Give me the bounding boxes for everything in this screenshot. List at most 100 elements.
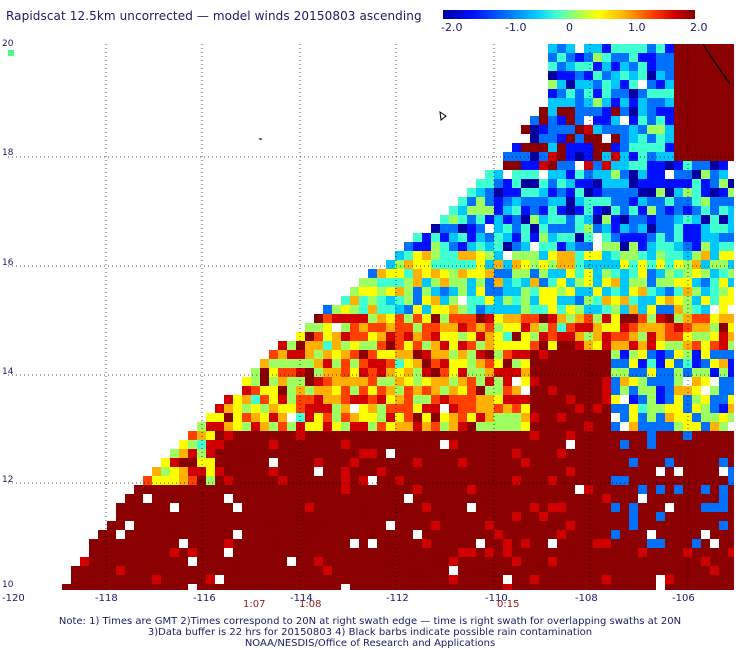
wind-cell [314,314,323,323]
wind-cell [305,548,314,557]
wind-cell [413,422,422,431]
wind-cell [368,296,377,305]
wind-cell [458,215,467,224]
wind-cell [620,503,629,512]
wind-cell [647,422,656,431]
wind-cell [62,584,71,590]
wind-cell [584,107,593,116]
wind-cell [620,377,629,386]
wind-cell [548,89,557,98]
wind-cell [557,215,566,224]
wind-cell [665,260,674,269]
wind-cell [512,467,521,476]
wind-cell [170,575,179,584]
wind-cell [449,404,458,413]
wind-cell [656,206,665,215]
wind-cell [710,485,719,494]
wind-cell [242,512,251,521]
wind-cell [323,512,332,521]
wind-cell [503,557,512,566]
wind-cell [404,512,413,521]
wind-cell [161,566,170,575]
wind-cell [539,467,548,476]
wind-cell [323,413,332,422]
wind-cell [593,449,602,458]
wind-cell [485,548,494,557]
wind-cell [413,368,422,377]
wind-cell [431,557,440,566]
wind-cell [539,215,548,224]
wind-cell [332,368,341,377]
wind-cell [323,494,332,503]
wind-cell [377,530,386,539]
wind-cell [665,530,674,539]
wind-cell [440,539,449,548]
wind-cell [656,368,665,377]
wind-cell [404,485,413,494]
wind-cell [638,422,647,431]
wind-cell [539,341,548,350]
wind-cell [179,476,188,485]
wind-cell [584,89,593,98]
wind-cell [728,98,734,107]
wind-cell [467,521,476,530]
wind-cell [656,494,665,503]
wind-cell [422,440,431,449]
wind-cell [341,404,350,413]
wind-cell [584,332,593,341]
wind-cell [665,575,674,584]
wind-cell [80,584,89,590]
wind-cell [710,98,719,107]
wind-cell [332,350,341,359]
wind-cell [206,584,215,590]
wind-cell [359,404,368,413]
wind-cell [665,161,674,170]
wind-cell [485,350,494,359]
wind-cell [503,179,512,188]
wind-cell [503,413,512,422]
wind-cell [647,143,656,152]
wind-cell [485,539,494,548]
wind-cell [701,341,710,350]
wind-cell [728,467,734,476]
wind-cell [377,395,386,404]
wind-cell [269,494,278,503]
wind-cell [458,530,467,539]
wind-cell [521,251,530,260]
wind-cell [359,287,368,296]
wind-cell [728,260,734,269]
wind-cell [710,287,719,296]
wind-cell [611,395,620,404]
wind-cell [674,539,683,548]
wind-cell [557,566,566,575]
wind-cell [458,377,467,386]
wind-cell [359,566,368,575]
wind-cell [314,557,323,566]
wind-cell [701,440,710,449]
wind-cell [458,566,467,575]
wind-cell [647,584,656,590]
wind-cell [593,188,602,197]
wind-cell [368,386,377,395]
wind-cell [494,503,503,512]
wind-cell [323,386,332,395]
wind-cell [728,143,734,152]
wind-cell [134,575,143,584]
wind-cell [593,251,602,260]
wind-cell [584,377,593,386]
wind-cell [710,404,719,413]
wind-cell [413,431,422,440]
wind-cell [350,566,359,575]
wind-cell [701,503,710,512]
wind-cell [485,449,494,458]
wind-cell [719,233,728,242]
wind-cell [350,467,359,476]
wind-cell [575,503,584,512]
wind-cell [638,278,647,287]
wind-cell [683,530,692,539]
wind-cell [665,71,674,80]
wind-cell [611,386,620,395]
wind-cell [701,467,710,476]
wind-cell [350,503,359,512]
wind-cell [359,296,368,305]
